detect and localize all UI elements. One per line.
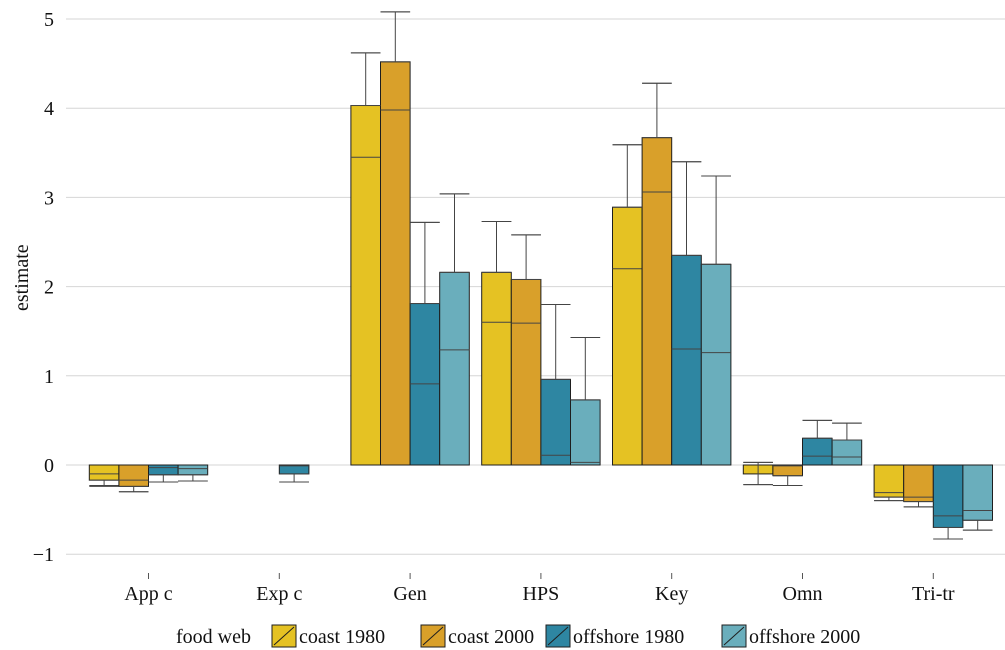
legend-label: coast 2000 <box>448 626 534 648</box>
legend-swatch-slash <box>273 626 295 646</box>
legend-swatch-slash <box>547 626 569 646</box>
bar-coast-2000-App-c <box>118 464 150 487</box>
bar-offshore-2000-Key <box>700 263 732 466</box>
x-tick-label: HPS <box>523 583 560 605</box>
x-tick-label: Key <box>655 583 688 605</box>
bar-coast-1980-HPS <box>481 271 512 466</box>
y-tick-label: 2 <box>44 277 54 299</box>
bar-offshore-1980-HPS <box>540 378 572 466</box>
bar-coast-1980-Gen <box>350 105 381 466</box>
bar-coast-2000-Tri-tr <box>903 464 934 503</box>
legend-label: offshore 1980 <box>573 626 684 648</box>
x-axis-labels: App c Exp c Gen HPS Key Omn Tri-tr <box>124 573 955 605</box>
x-tick-label: App c <box>124 583 172 605</box>
legend-title: food web <box>176 626 251 648</box>
bar-offshore-2000-Omn <box>831 439 863 466</box>
legend: food web coast 1980 coast 2000 offshore 19… <box>176 624 860 648</box>
bar-offshore-2000-HPS <box>570 399 601 466</box>
bars <box>88 11 994 540</box>
x-tick-label: Gen <box>393 583 426 605</box>
bar-offshore-1980-App-c <box>148 464 179 476</box>
bar-coast-2000-Key <box>641 137 673 466</box>
bar-coast-2000-Gen <box>380 61 411 466</box>
y-tick-label: 3 <box>44 187 54 209</box>
bar-offshore-2000-Gen <box>439 271 470 466</box>
bar-offshore-2000-App-c <box>177 464 209 476</box>
bar-coast-2000-HPS <box>510 278 542 466</box>
bar-coast-2000-Omn <box>772 464 804 477</box>
bar-offshore-1980-Tri-tr <box>932 464 964 528</box>
x-tick-label: Tri-tr <box>912 583 955 605</box>
bar-coast-1980-Key <box>612 206 643 466</box>
y-tick-label: −1 <box>33 544 54 566</box>
error-bars <box>89 11 993 540</box>
bar-coast-1980-App-c <box>88 464 120 481</box>
legend-label: coast 1980 <box>299 626 385 648</box>
y-axis-ticks: −1 0 1 2 3 4 5 <box>33 9 54 566</box>
bar-offshore-1980-Key <box>671 254 702 466</box>
y-tick-label: 5 <box>44 9 54 31</box>
y-tick-label: 4 <box>44 98 54 120</box>
y-axis-title: estimate <box>11 244 33 311</box>
y-tick-label: 1 <box>44 366 54 388</box>
bar-offshore-2000-Tri-tr <box>962 464 994 521</box>
x-tick-label: Omn <box>783 583 823 605</box>
y-tick-label: 0 <box>44 455 54 477</box>
bar-offshore-1980-Omn <box>802 437 833 466</box>
legend-label: offshore 2000 <box>749 626 860 648</box>
legend-swatch-slash <box>422 626 444 646</box>
legend-swatch-slash <box>723 626 745 646</box>
x-tick-label: Exp c <box>256 583 302 605</box>
